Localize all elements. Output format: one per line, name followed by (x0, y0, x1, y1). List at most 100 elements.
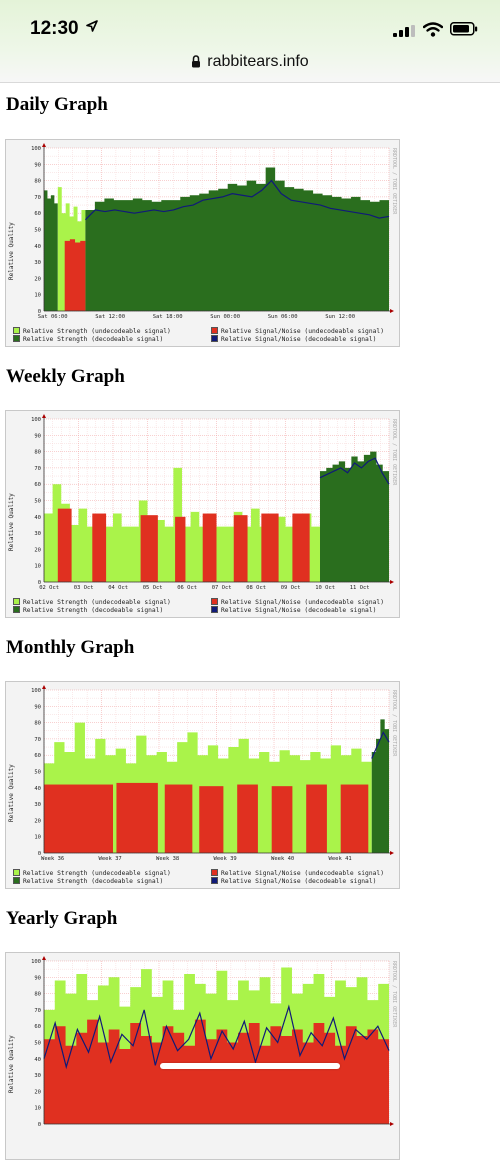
bar-mark (175, 516, 186, 582)
legend-swatch (211, 335, 218, 342)
y-tick-label: 20 (34, 547, 41, 553)
wifi-icon (423, 22, 443, 37)
x-tick-label: Sat 06:00 (38, 314, 68, 320)
y-tick-label: 0 (38, 580, 41, 586)
x-tick-label: Sun 12:00 (325, 314, 355, 320)
x-tick-label: 08 Oct (246, 585, 266, 591)
y-tick-label: 70 (34, 466, 41, 472)
rrdtool-credit: RRDTOOL / TOBI OETIKER (391, 961, 397, 1028)
bar-mark (92, 513, 107, 582)
x-tick-label: Week 39 (214, 856, 237, 862)
home-indicator[interactable] (160, 1063, 340, 1069)
x-tick-label: 06 Oct (177, 585, 197, 591)
y-tick-label: 60 (34, 211, 41, 217)
y-tick-label: 50 (34, 228, 41, 234)
y-tick-label: 80 (34, 721, 41, 727)
y-tick-label: 10 (34, 1106, 41, 1112)
legend-swatch (13, 327, 20, 334)
series-line (43, 1004, 390, 1070)
yearly-graph: 0 10 20 30 40 50 60 70 80 90 100 RRDTOOL / TOBI OE… (5, 952, 400, 1160)
y-tick-label: 80 (34, 179, 41, 185)
legend-swatch (211, 598, 218, 605)
status-time: 12:30 (30, 18, 79, 39)
x-tick-label: Sun 00:00 (210, 314, 240, 320)
y-tick-label: 50 (34, 1041, 41, 1047)
y-tick-label: 30 (34, 1073, 41, 1079)
legend-swatch (211, 869, 218, 876)
legend-item: Relative Signal/Noise (undecodeable sign… (211, 327, 384, 336)
x-tick-label: Sat 12:00 (95, 314, 125, 320)
y-axis-arrow (42, 956, 46, 960)
y-tick-label: 80 (34, 992, 41, 998)
y-tick-label: 0 (38, 851, 41, 857)
y-tick-label: 90 (34, 433, 41, 439)
x-tick-label: Sun 06:00 (268, 314, 298, 320)
y-tick-label: 0 (38, 309, 41, 315)
legend-item: Relative Strength (decodeable signal) (13, 606, 163, 615)
area-mark (371, 719, 389, 853)
y-tick-label: 90 (34, 704, 41, 710)
chart-svg: 0 10 20 30 40 50 60 70 80 90 100 Sat 06:00 Sat 12:00… (31, 143, 394, 320)
y-tick-label: 80 (34, 450, 41, 456)
daily-graph-title: Daily Graph (6, 94, 108, 115)
legend-item: Relative Strength (decodeable signal) (13, 335, 163, 344)
series-line (371, 731, 390, 759)
x-tick-label: Week 41 (329, 856, 352, 862)
y-tick-label: 40 (34, 515, 41, 521)
chart-legend: Relative Strength (undecodeable signal) … (13, 598, 395, 614)
y-tick-label: 50 (34, 499, 41, 505)
y-tick-label: 100 (31, 688, 41, 694)
monthly-graph: 0 10 20 30 40 50 60 70 80 90 100 Week 36 Week 37 Week… (5, 681, 400, 889)
x-tick-label: 02 Oct (39, 585, 59, 591)
bar-mark (57, 508, 72, 582)
status-bar: 12:30 (0, 0, 500, 50)
legend-swatch (211, 606, 218, 613)
y-axis-arrow (42, 414, 46, 418)
monthly-graph-title: Monthly Graph (6, 637, 135, 658)
yearly-graph-title: Yearly Graph (6, 908, 118, 929)
chart-legend: Relative Strength (undecodeable signal) … (13, 869, 395, 885)
series-line (84, 179, 390, 221)
bar-mark (292, 513, 310, 582)
y-tick-label: 100 (31, 417, 41, 423)
y-axis-arrow (42, 143, 46, 147)
battery-icon (450, 22, 478, 36)
x-tick-label: Week 40 (271, 856, 294, 862)
bar-mark (340, 784, 369, 853)
cellular-signal-icon (393, 25, 415, 37)
area-mark (320, 451, 389, 582)
bar-mark (116, 782, 158, 853)
rrdtool-credit: RRDTOOL / TOBI OETIKER (391, 690, 397, 757)
y-tick-label: 90 (34, 162, 41, 168)
bar-mark (202, 513, 217, 582)
legend-swatch (13, 606, 20, 613)
x-tick-label: Week 38 (156, 856, 179, 862)
y-tick-label: 90 (34, 975, 41, 981)
x-tick-label: 07 Oct (212, 585, 232, 591)
legend-item: Relative Strength (undecodeable signal) (13, 598, 171, 607)
rrdtool-credit: RRDTOOL / TOBI OETIKER (391, 148, 397, 215)
y-tick-label: 70 (34, 195, 41, 201)
x-axis-arrow (390, 851, 394, 855)
address-bar[interactable]: rabbitears.info (0, 50, 500, 83)
legend-swatch (13, 877, 20, 884)
bar-mark (140, 515, 158, 582)
legend-swatch (211, 327, 218, 334)
y-tick-label: 70 (34, 737, 41, 743)
legend-item: Relative Signal/Noise (decodeable signal… (211, 335, 376, 344)
y-tick-label: 20 (34, 1089, 41, 1095)
bar-mark (164, 784, 193, 853)
y-tick-label: 40 (34, 244, 41, 250)
y-tick-label: 20 (34, 276, 41, 282)
y-tick-label: 20 (34, 818, 41, 824)
y-axis-label: Relative Quality (8, 764, 15, 822)
url-text: rabbitears.info (207, 53, 309, 70)
series-line (319, 457, 390, 485)
x-tick-label: 11 Oct (350, 585, 370, 591)
legend-swatch (13, 598, 20, 605)
y-axis-label: Relative Quality (8, 222, 15, 280)
legend-item: Relative Signal/Noise (undecodeable sign… (211, 869, 384, 878)
y-tick-label: 40 (34, 1057, 41, 1063)
y-tick-label: 100 (31, 959, 41, 965)
x-tick-label: 10 Oct (315, 585, 335, 591)
